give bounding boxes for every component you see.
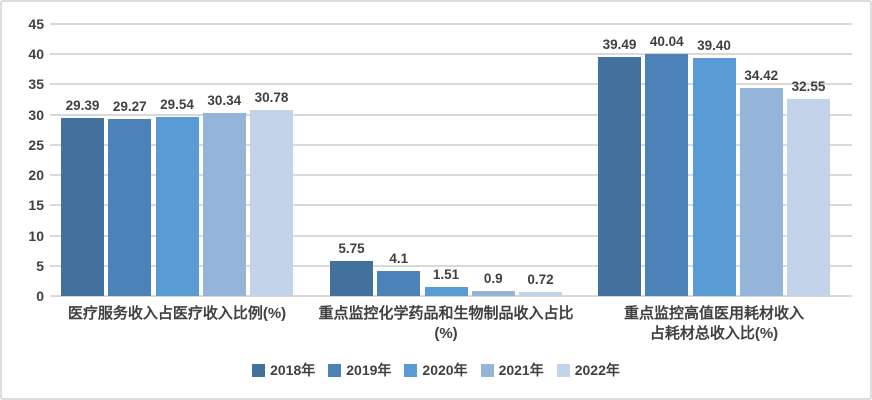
legend-swatch-icon: [328, 363, 342, 377]
legend-label: 2022年: [574, 362, 620, 378]
bar-2018年-cat1: 29.39: [61, 98, 104, 296]
bar-2018年-cat3: 39.49: [598, 37, 641, 296]
bar-2020年-cat3: 39.40: [692, 38, 736, 296]
bar-value-label: 4.1: [389, 251, 409, 266]
bar-2020年-cat2: 1.51: [424, 267, 468, 296]
gridline: [50, 143, 852, 146]
bar-group: 5.75 4.1 1.51 0.9 0.72: [330, 24, 562, 296]
y-tick-label: 20: [28, 167, 44, 184]
bar-value-label: 29.39: [65, 98, 100, 113]
y-tick-label: 5: [36, 257, 44, 274]
legend-swatch-icon: [480, 363, 494, 377]
category-label-line: 医疗服务收入占医疗收入比例(%): [67, 305, 287, 322]
bar-value-label: 39.40: [697, 38, 731, 53]
bar-value-label: 39.49: [602, 37, 637, 52]
gridline: [50, 53, 852, 56]
gridline: [50, 295, 852, 297]
bar-value-label: 5.75: [338, 241, 365, 256]
category-label-line: 占耗材总收入比(%): [649, 325, 779, 342]
bar-2021年-cat2: 0.9: [471, 271, 515, 296]
y-tick-label: 0: [36, 288, 44, 304]
bar-value-label: 29.27: [112, 99, 147, 114]
legend-label: 2020年: [422, 362, 468, 378]
gridline: [50, 83, 852, 86]
category-label-line: (%): [434, 325, 458, 342]
legend-item-2020年: 2020年: [404, 360, 468, 380]
bar-2020年-cat1: 29.54: [155, 97, 199, 296]
category-label: 医疗服务收入占医疗收入比例(%): [68, 304, 286, 324]
gridline: [50, 174, 852, 177]
bar-value-label: 30.78: [254, 90, 289, 105]
y-tick-label: 25: [28, 136, 44, 153]
y-tick-label: 15: [28, 197, 44, 214]
gridline: [50, 204, 852, 207]
legend-swatch-icon: [252, 363, 266, 377]
category-label: 重点监控化学药品和生物制品收入占比 (%): [318, 304, 573, 344]
bar-2019年-cat3: 40.04: [645, 34, 689, 296]
y-tick-label: 45: [28, 16, 44, 32]
legend-item-2021年: 2021年: [480, 360, 544, 380]
category-label: 重点监控高值医用耗材收入 占耗材总收入比(%): [624, 304, 804, 344]
bar-2021年-cat3: 34.42: [739, 68, 783, 296]
bar-value-label: 34.42: [744, 68, 779, 83]
y-tick-label: 40: [28, 46, 44, 63]
bar-value-label: 30.34: [207, 93, 242, 108]
legend-swatch-icon: [404, 363, 418, 377]
bar-value-label: 1.51: [432, 267, 460, 282]
bar-group: 29.39 29.27 29.54 30.34 30.78: [61, 24, 293, 296]
gridline: [50, 234, 852, 237]
bar-2022年-cat2: 0.72: [519, 272, 562, 296]
gridline: [50, 23, 852, 25]
gridline: [50, 264, 852, 267]
bar-2018年-cat2: 5.75: [330, 241, 373, 296]
y-tick-label: 35: [28, 76, 44, 93]
bar-value-label: 0.72: [527, 272, 554, 287]
bar-2022年-cat3: 32.55: [787, 79, 830, 296]
legend-swatch-icon: [556, 363, 570, 377]
legend-item-2022年: 2022年: [556, 360, 620, 380]
bar-2019年-cat1: 29.27: [108, 99, 152, 296]
gridline: [50, 113, 852, 116]
legend-label: 2021年: [498, 362, 544, 378]
bar-value-label: 0.9: [483, 271, 503, 286]
bar-value-label: 32.55: [791, 79, 826, 94]
y-tick-label: 30: [28, 106, 44, 123]
category-label-line: 重点监控高值医用耗材收入: [623, 305, 805, 322]
bar-value-label: 29.54: [160, 97, 194, 112]
bar-group: 39.49 40.04 39.40 34.42 32.55: [598, 24, 830, 296]
bar-value-label: 40.04: [649, 34, 684, 49]
legend: 2018年 2019年 2020年 2021年 2022年: [2, 360, 870, 380]
bar-2022年-cat1: 30.78: [250, 90, 293, 296]
legend-item-2019年: 2019年: [328, 360, 391, 380]
y-tick-label: 10: [28, 227, 44, 244]
legend-label: 2018年: [270, 362, 316, 378]
category-label-line: 重点监控化学药品和生物制品收入占比: [318, 305, 574, 322]
bar-2019年-cat2: 4.1: [377, 251, 421, 296]
bar-2021年-cat1: 30.34: [202, 93, 246, 296]
legend-label: 2019年: [346, 362, 392, 378]
legend-item-2018年: 2018年: [252, 360, 315, 380]
